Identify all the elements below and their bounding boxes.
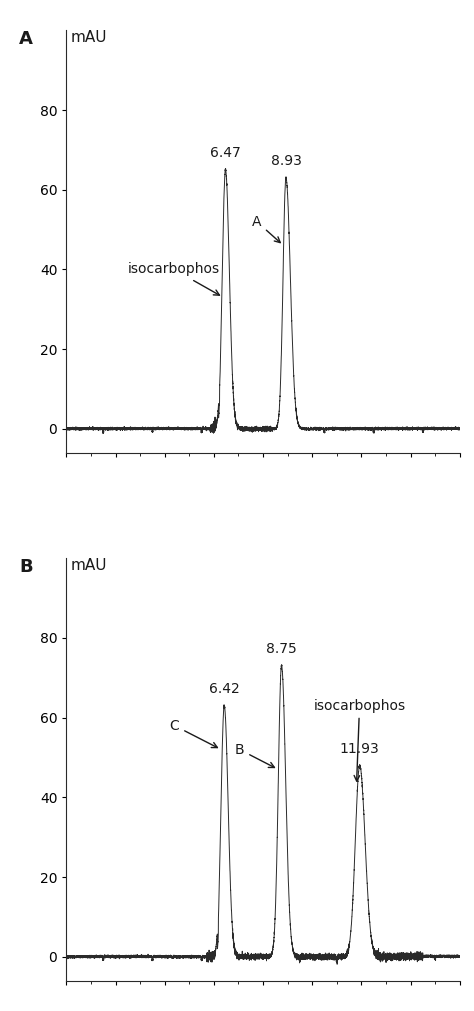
Text: 8.93: 8.93	[271, 154, 301, 168]
Text: isocarbophos: isocarbophos	[128, 263, 220, 295]
Text: mAU: mAU	[70, 30, 107, 45]
Text: 11.93: 11.93	[340, 741, 380, 755]
Text: B: B	[235, 742, 274, 767]
Text: 8.75: 8.75	[266, 642, 297, 656]
Text: B: B	[19, 558, 33, 576]
Text: mAU: mAU	[70, 558, 107, 573]
Text: A: A	[19, 30, 33, 49]
Text: 6.47: 6.47	[210, 146, 241, 160]
Text: 6.42: 6.42	[209, 681, 239, 696]
Text: C: C	[170, 719, 218, 747]
Text: A: A	[252, 214, 280, 243]
Text: isocarbophos: isocarbophos	[313, 699, 406, 782]
